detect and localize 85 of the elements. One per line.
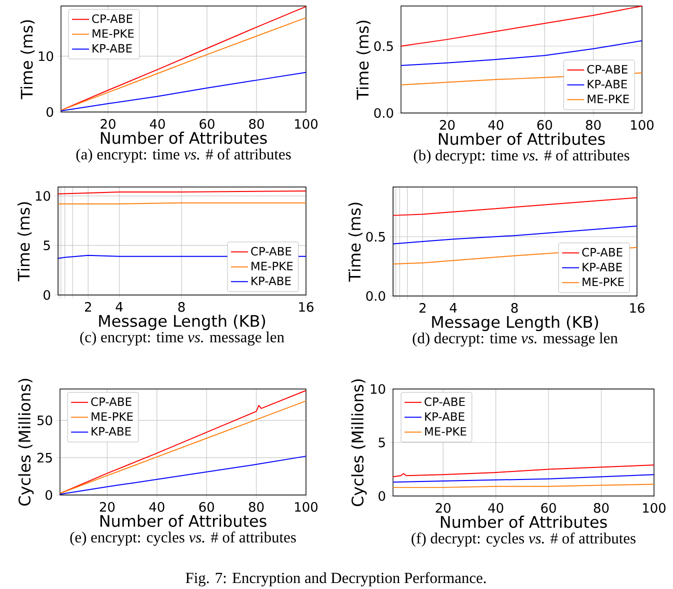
- x-tick-label: 8: [178, 302, 185, 312]
- x-tick-label: 100: [295, 119, 318, 129]
- legend-label: ME-PKE: [252, 262, 293, 270]
- y-tick-label: 0: [378, 491, 386, 501]
- x-tick-label: 100: [643, 503, 666, 513]
- y-tick-label: 10: [370, 384, 386, 394]
- x-tick-label: 80: [586, 120, 601, 130]
- y-tick-label: 0: [44, 290, 50, 300]
- legend-label: KP-ABE: [582, 262, 622, 272]
- y-axis-title: Time (ms): [348, 202, 363, 282]
- text: (a) encrypt: time vs. # of attributes: [76, 148, 291, 163]
- legend-label: ME-PKE: [582, 278, 624, 286]
- legend-label: CP-ABE: [424, 397, 465, 406]
- x-axis-title: Number of Attributes: [440, 516, 607, 528]
- text: (c) encrypt: time vs. message len: [80, 332, 284, 346]
- x-tick-label: 20: [100, 502, 115, 512]
- legend-label: ME-PKE: [588, 94, 629, 104]
- y-tick-label: 5: [378, 438, 385, 448]
- y-tick-label: 0.0: [374, 108, 394, 118]
- y-tick-label: 10: [36, 191, 50, 201]
- legend-label: CP-ABE: [91, 397, 132, 406]
- x-tick-label: 20: [100, 119, 116, 129]
- line-series: [400, 40, 642, 66]
- line-series: [400, 5, 642, 47]
- line-series: [392, 226, 638, 244]
- legend-label: KP-ABE: [425, 412, 464, 421]
- x-tick-label: 2: [420, 303, 426, 313]
- x-tick-label: 60: [200, 119, 214, 129]
- y-tick-label: 0: [46, 107, 54, 117]
- x-tick-label: 20: [436, 503, 450, 513]
- legend-label: KP-ABE: [92, 427, 131, 436]
- y-tick-label: 50: [38, 415, 52, 426]
- x-tick-label: 60: [199, 502, 214, 512]
- x-tick-label: 20: [440, 120, 455, 130]
- x-tick-label: 100: [631, 120, 654, 130]
- x-tick-label: 16: [630, 303, 644, 313]
- text: (f) decrypt: cycles vs. # of attributes: [412, 532, 636, 547]
- text: (d) decrypt: time vs. message len: [412, 332, 618, 347]
- x-tick-label: 2: [84, 302, 91, 312]
- caption: Fig. 7: Encryption and Decryption Performance.: [186, 572, 486, 586]
- legend-label: KP-ABE: [92, 44, 132, 53]
- x-tick-label: 4: [450, 303, 457, 312]
- x-tick-label: 40: [150, 119, 165, 129]
- x-axis-title: Number of Attributes: [100, 514, 266, 527]
- x-tick-label: 100: [295, 502, 318, 512]
- y-tick-label: 10: [38, 51, 54, 62]
- x-tick-label: 60: [537, 120, 552, 130]
- x-tick-label: 4: [116, 302, 123, 312]
- legend-label: CP-ABE: [251, 246, 292, 256]
- x-tick-label: 16: [299, 302, 314, 312]
- y-tick-label: 5: [44, 240, 50, 250]
- x-tick-label: 80: [248, 502, 264, 512]
- text: (e) encrypt: cycles vs. # of attributes: [70, 532, 296, 546]
- x-tick-label: 8: [511, 303, 518, 313]
- legend-label: ME-PKE: [92, 29, 134, 38]
- legend-label: CP-ABE: [582, 248, 622, 257]
- x-axis-title: Number of Attributes: [100, 132, 267, 144]
- y-tick-label: 0: [46, 490, 52, 500]
- x-tick-label: 40: [149, 502, 164, 512]
- legend-label: KP-ABE: [252, 276, 291, 286]
- y-tick-label: 0.0: [366, 291, 386, 301]
- legend-label: KP-ABE: [588, 80, 627, 88]
- y-axis-title: Time (ms): [17, 202, 32, 282]
- x-axis-title: Message Length (KB): [432, 316, 598, 332]
- y-tick-label: 0.5: [366, 232, 385, 242]
- text: (b) decrypt: time vs. # of attributes: [414, 150, 630, 164]
- x-tick-label: 80: [249, 119, 264, 129]
- y-axis-title: Cycles (Millions): [18, 378, 34, 506]
- y-axis-title: Cycles (Millions): [351, 379, 367, 506]
- x-tick-label: 40: [488, 503, 504, 513]
- x-tick-label: 40: [488, 120, 504, 130]
- y-axis-title: Time (ms): [356, 20, 371, 100]
- x-tick-label: 60: [541, 503, 556, 513]
- line-series: [60, 72, 306, 112]
- x-axis-title: Number of Attributes: [438, 132, 605, 145]
- legend-label: CP-ABE: [92, 14, 132, 24]
- x-axis-title: Message Length (KB): [99, 314, 266, 330]
- x-tick-label: 80: [594, 503, 609, 513]
- legend-label: ME-PKE: [425, 427, 466, 436]
- y-tick-label: 0.5: [374, 41, 393, 52]
- y-axis-title: Time (ms): [20, 20, 35, 100]
- legend-label: CP-ABE: [587, 64, 628, 74]
- y-tick-label: 25: [37, 452, 52, 463]
- line-series: [392, 197, 638, 216]
- legend-label: ME-PKE: [92, 412, 133, 421]
